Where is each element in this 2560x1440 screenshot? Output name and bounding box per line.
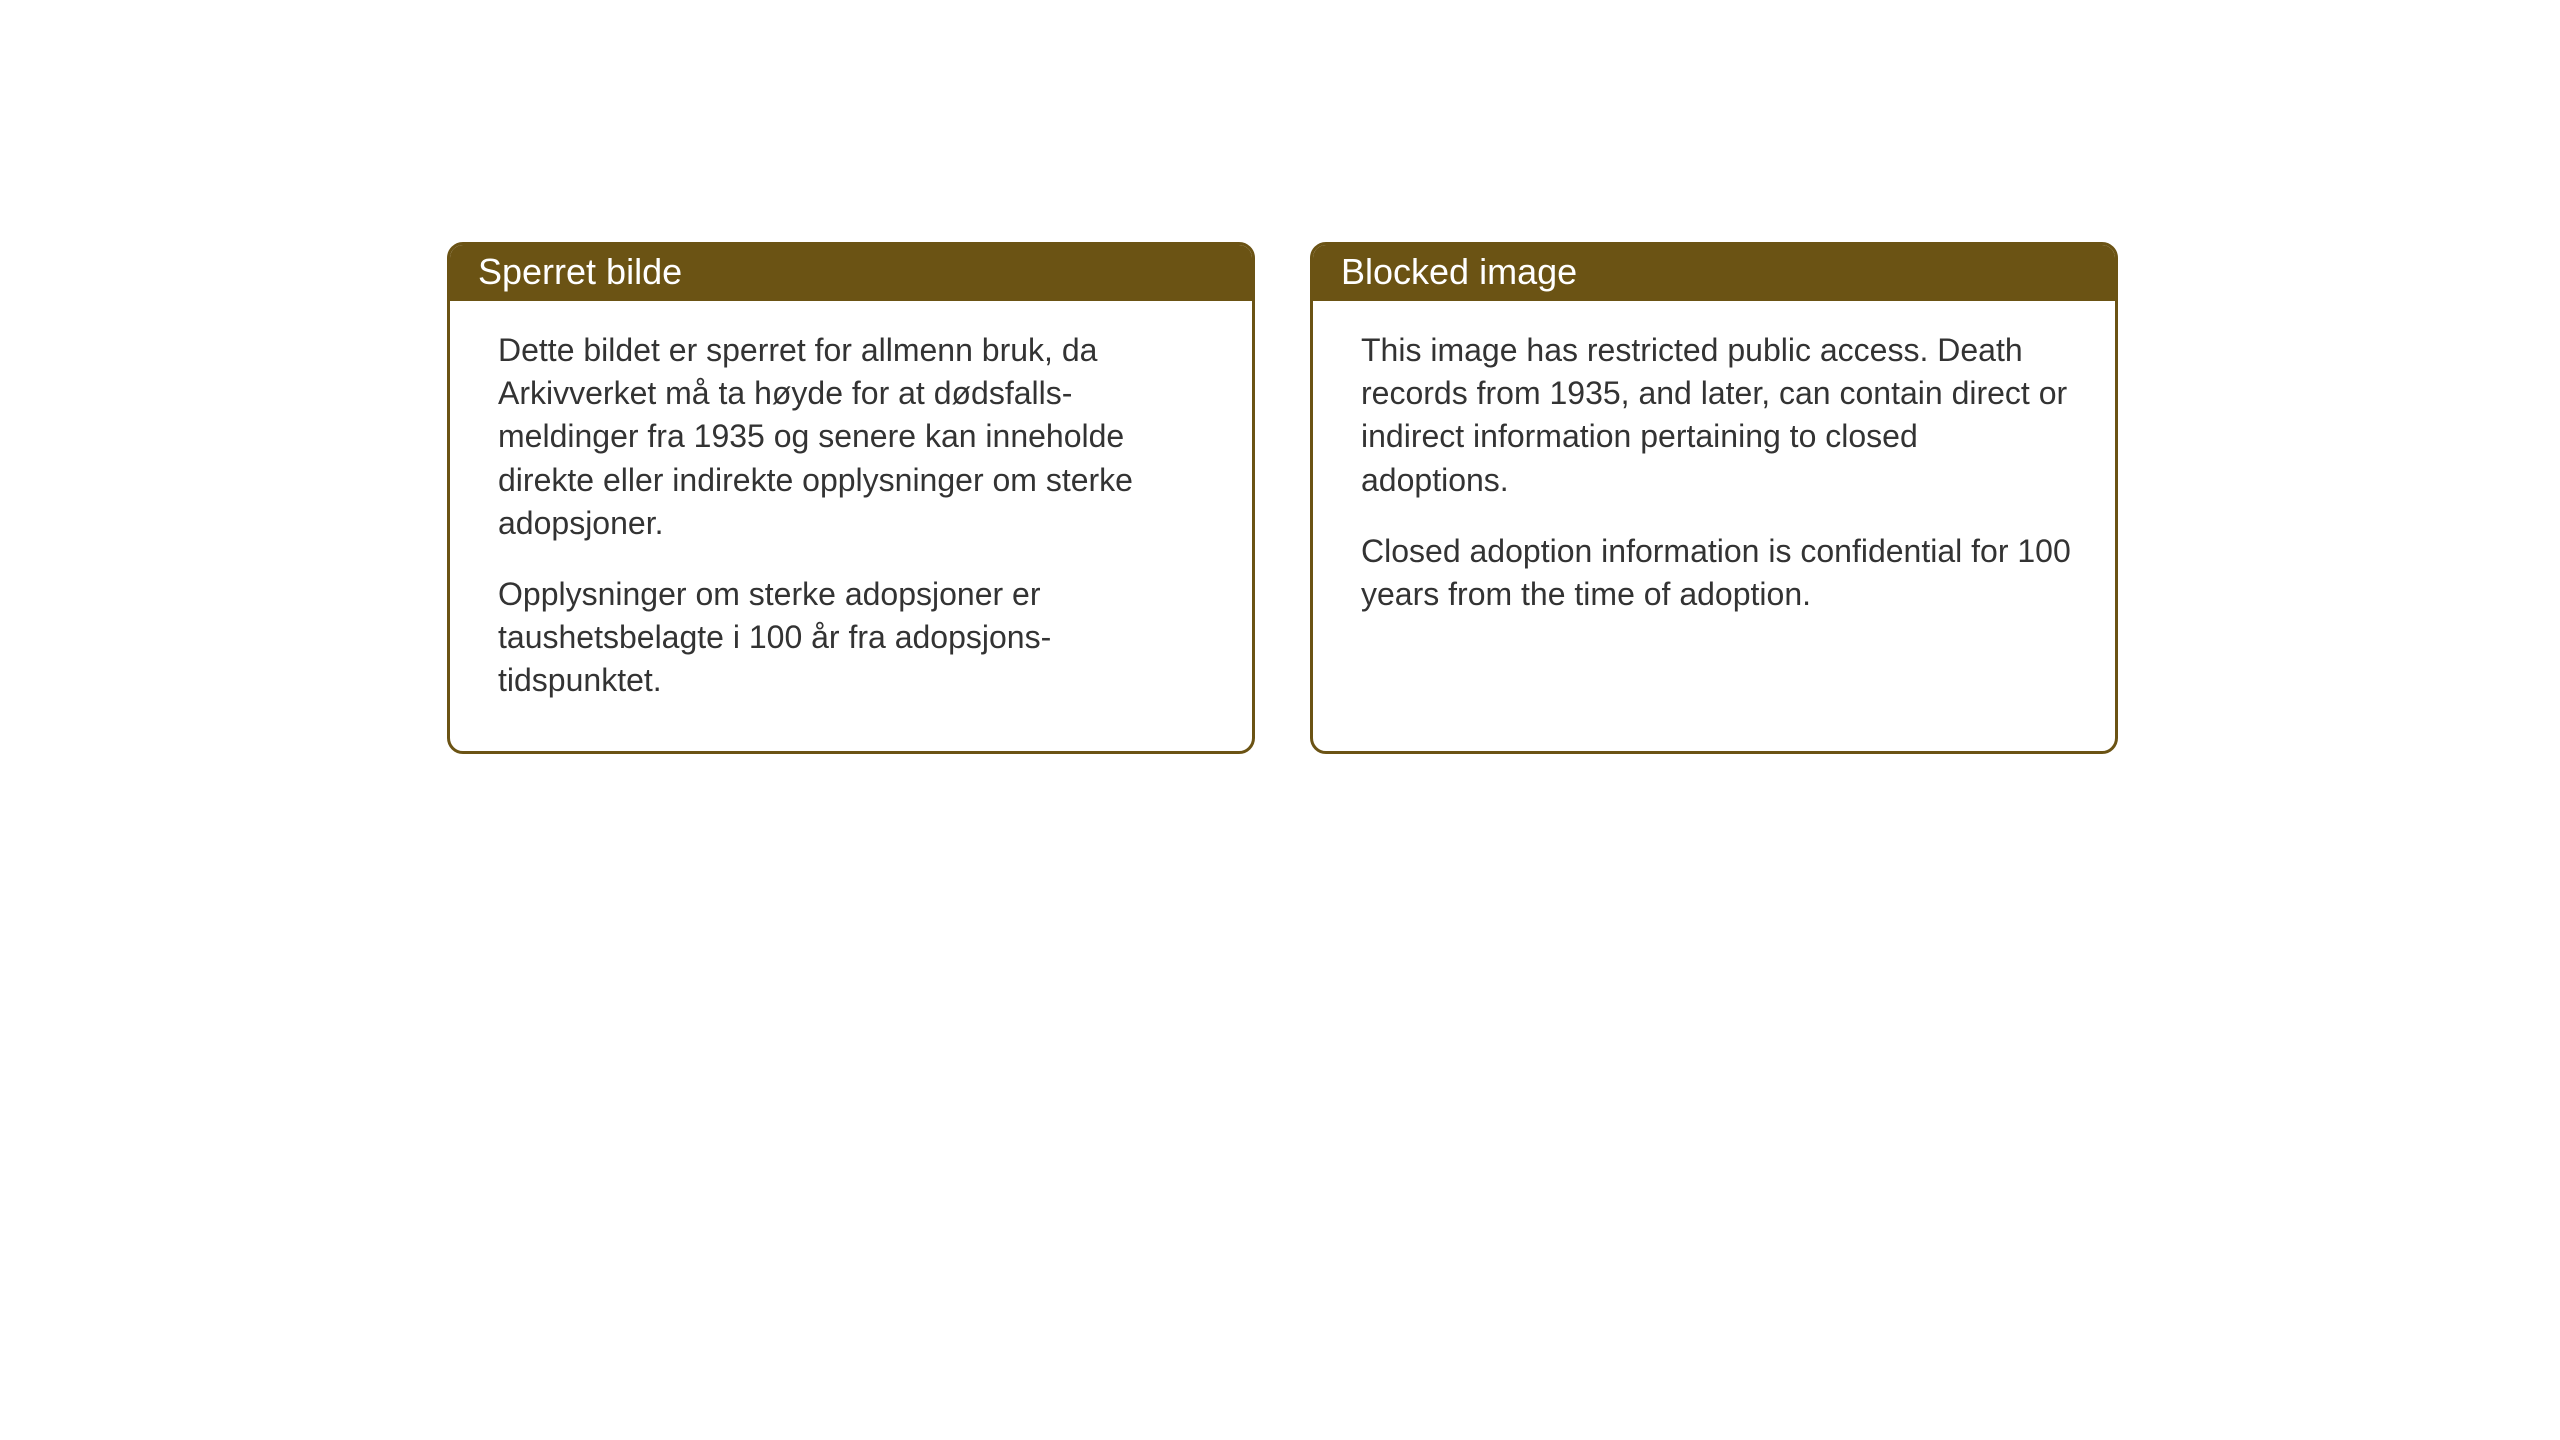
notice-paragraph-2-english: Closed adoption information is confident… — [1361, 530, 2071, 616]
notice-body-english: This image has restricted public access.… — [1313, 301, 2115, 652]
notice-box-english: Blocked image This image has restricted … — [1310, 242, 2118, 754]
notice-box-norwegian: Sperret bilde Dette bildet er sperret fo… — [447, 242, 1255, 754]
notice-paragraph-2-norwegian: Opplysninger om sterke adopsjoner er tau… — [498, 573, 1208, 703]
notice-paragraph-1-english: This image has restricted public access.… — [1361, 329, 2071, 502]
notice-paragraph-1-norwegian: Dette bildet er sperret for allmenn bruk… — [498, 329, 1208, 545]
notice-header-english: Blocked image — [1313, 245, 2115, 301]
notice-container: Sperret bilde Dette bildet er sperret fo… — [447, 242, 2118, 754]
notice-header-norwegian: Sperret bilde — [450, 245, 1252, 301]
notice-body-norwegian: Dette bildet er sperret for allmenn bruk… — [450, 301, 1252, 739]
